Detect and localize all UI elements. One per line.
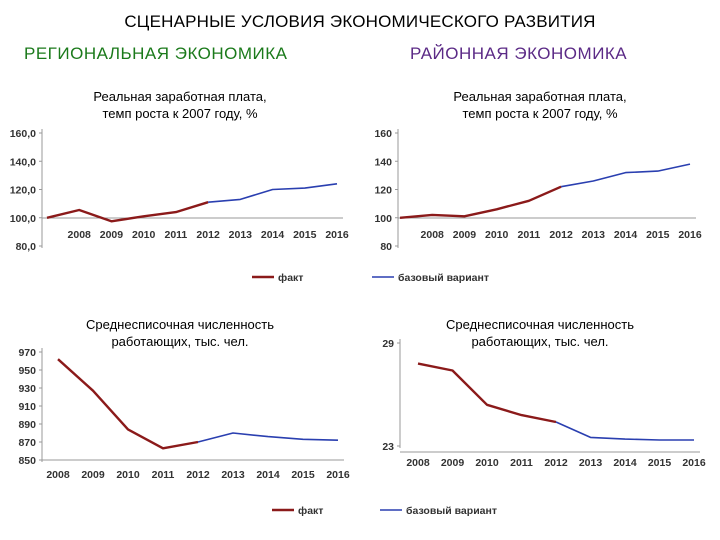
page-title: СЦЕНАРНЫЕ УСЛОВИЯ ЭКОНОМИЧЕСКОГО РАЗВИТИ…: [124, 12, 596, 31]
reg-emp-y-tick-label: 950: [18, 365, 36, 377]
dist-emp-title-line2: работающих, тыс. чел.: [471, 334, 609, 349]
dist-wage-title: Реальная заработная плата, темп роста к …: [390, 88, 690, 122]
dist-emp-y-tick-label: 23: [382, 441, 394, 453]
dist-wage-title-line2: темп роста к 2007 году, %: [462, 106, 618, 121]
reg-wage-title-line1: Реальная заработная плата,: [93, 89, 267, 104]
dist-emp-x-tick-label: 2009: [441, 457, 465, 469]
reg-wage-y-tick-label: 120,0: [10, 185, 36, 197]
dist-wage-y-tick-label: 80: [380, 241, 392, 253]
reg-wage-x-tick-label: 2008: [68, 229, 92, 241]
dist-emp-x-tick-label: 2008: [406, 457, 430, 469]
dist-emp-x-tick-label: 2010: [475, 457, 499, 469]
reg-wage-legend-label-fact: факт: [278, 272, 303, 284]
dist-wage-x-tick-label: 2015: [646, 229, 670, 241]
reg-emp-x-tick-label: 2014: [256, 469, 280, 481]
dist-wage-series-base: [560, 163, 691, 188]
reg-emp-title-line1: Среднесписочная численность: [86, 317, 274, 332]
reg-emp-y-tick-label: 890: [18, 419, 36, 431]
reg-emp-x-tick-label: 2012: [186, 469, 210, 481]
dist-wage-y-tick-label: 140: [374, 156, 392, 168]
dist-wage-y-tick-label: 120: [374, 185, 392, 197]
reg-wage-x-tick-label: 2010: [132, 229, 156, 241]
dist-emp-x-tick-label: 2011: [510, 457, 533, 469]
dist-wage-x-tick-label: 2016: [678, 229, 702, 241]
dist-emp-series-fact: [417, 362, 557, 424]
reg-emp-x-tick-label: 2011: [152, 469, 175, 481]
reg-wage-title-line2: темп роста к 2007 году, %: [102, 106, 258, 121]
reg-wage-x-tick-label: 2014: [261, 229, 285, 241]
reg-emp-x-tick-label: 2016: [326, 469, 350, 481]
dist-wage-x-tick-label: 2011: [517, 229, 540, 241]
dist-emp-y-tick-label: 29: [382, 338, 394, 350]
dist-wage-x-tick-label: 2012: [549, 229, 573, 241]
reg-wage-y-tick-label: 100,0: [10, 213, 36, 225]
dist-emp-x-tick-label: 2012: [544, 457, 568, 469]
reg-emp-x-tick-label: 2008: [46, 469, 70, 481]
dist-emp-x-tick-label: 2013: [579, 457, 603, 469]
reg-emp-y-tick-label: 870: [18, 437, 36, 449]
reg-emp-title-line2: работающих, тыс. чел.: [111, 334, 249, 349]
reg-wage-y-tick-label: 160,0: [10, 128, 36, 140]
dist-wage-series-fact: [399, 185, 562, 219]
reg-wage-y-tick-label: 140,0: [10, 156, 36, 168]
reg-emp-legend-label-fact: факт: [298, 505, 323, 517]
dist-wage-legend-label-base: базовый вариант: [398, 272, 489, 284]
reg-wage-x-tick-label: 2015: [293, 229, 317, 241]
dist-wage-x-tick-label: 2013: [582, 229, 606, 241]
dist-wage-x-tick-label: 2014: [614, 229, 638, 241]
reg-emp-legend-label-base: базовый вариант: [406, 505, 497, 517]
reg-wage-title: Реальная заработная плата, темп роста к …: [30, 88, 330, 122]
reg-wage-x-tick-label: 2011: [164, 229, 187, 241]
dist-wage-title-line1: Реальная заработная плата,: [453, 89, 627, 104]
reg-emp-y-tick-label: 910: [18, 401, 36, 413]
dist-emp-title: Среднесписочная численность работающих, …: [390, 316, 690, 350]
reg-wage-x-tick-label: 2009: [100, 229, 124, 241]
reg-wage-x-tick-label: 2012: [196, 229, 220, 241]
dist-wage-y-tick-label: 100: [374, 213, 392, 225]
district-economy-heading: РАЙОННАЯ ЭКОНОМИКА: [410, 44, 628, 63]
dist-emp-title-line1: Среднесписочная численность: [446, 317, 634, 332]
reg-emp-y-tick-label: 930: [18, 383, 36, 395]
reg-wage-x-tick-label: 2016: [325, 229, 349, 241]
reg-wage-y-tick-label: 80,0: [16, 241, 37, 253]
reg-wage-series-fact: [46, 201, 209, 223]
dist-wage-x-tick-label: 2010: [485, 229, 509, 241]
dist-emp-series-base: [555, 421, 694, 441]
reg-emp-series-base: [197, 432, 339, 443]
reg-emp-x-tick-label: 2010: [116, 469, 140, 481]
reg-emp-x-tick-label: 2013: [221, 469, 245, 481]
reg-emp-y-tick-label: 850: [18, 455, 36, 467]
reg-emp-y-tick-label: 970: [18, 347, 36, 359]
dist-wage-x-tick-label: 2009: [453, 229, 477, 241]
dist-emp-x-tick-label: 2016: [682, 457, 706, 469]
reg-wage-x-tick-label: 2013: [229, 229, 253, 241]
regional-economy-heading: РЕГИОНАЛЬНАЯ ЭКОНОМИКА: [24, 44, 288, 63]
reg-emp-x-tick-label: 2015: [291, 469, 315, 481]
reg-emp-x-tick-label: 2009: [81, 469, 105, 481]
dist-emp-x-tick-label: 2014: [613, 457, 637, 469]
dist-emp-x-tick-label: 2015: [648, 457, 672, 469]
dist-wage-y-tick-label: 160: [374, 128, 392, 140]
reg-emp-series-fact: [57, 358, 199, 450]
dist-wage-x-tick-label: 2008: [421, 229, 445, 241]
reg-wage-series-base: [208, 183, 338, 203]
reg-emp-title: Среднесписочная численность работающих, …: [30, 316, 330, 350]
